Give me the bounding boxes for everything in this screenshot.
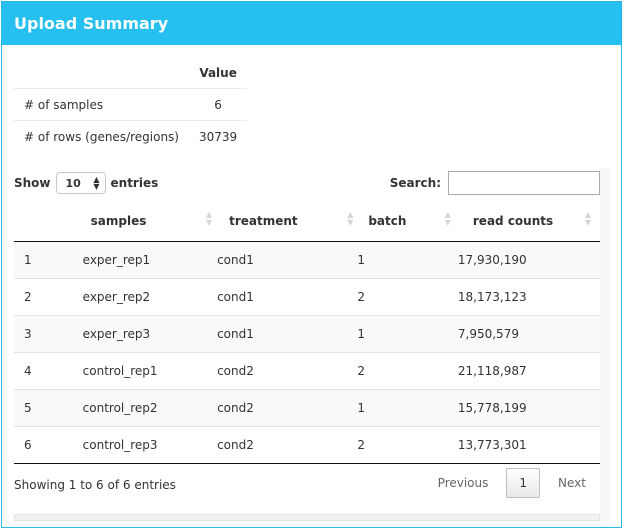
row-index: 1 bbox=[14, 241, 83, 279]
search-control: Search: bbox=[390, 171, 600, 195]
cell-treatment: cond1 bbox=[217, 315, 358, 353]
horizontal-scrollbar[interactable] bbox=[14, 514, 600, 521]
entries-select-value: 10 bbox=[65, 176, 81, 190]
pagination: Previous 1 Next bbox=[424, 468, 600, 498]
summary-value: 30739 bbox=[189, 120, 248, 152]
cell-treatment: cond1 bbox=[217, 241, 358, 279]
cell-read-counts: 15,778,199 bbox=[457, 389, 600, 427]
table-row[interactable]: 2 exper_rep2 cond1 2 18,173,123 bbox=[14, 278, 600, 316]
cell-treatment: cond2 bbox=[217, 352, 358, 390]
cell-batch: 2 bbox=[357, 352, 458, 390]
show-label: Show bbox=[14, 176, 51, 190]
summary-row: # of samples 6 bbox=[14, 88, 248, 121]
cell-read-counts: 17,930,190 bbox=[457, 241, 600, 279]
cell-batch: 1 bbox=[357, 315, 458, 353]
sort-arrows-icon: ▲ ▼ bbox=[444, 210, 451, 227]
cell-sample: control_rep1 bbox=[82, 352, 218, 390]
column-header-treatment[interactable]: treatment ▲ ▼ bbox=[217, 201, 358, 242]
cell-treatment: cond2 bbox=[217, 426, 358, 464]
row-index: 4 bbox=[14, 352, 83, 390]
table-row[interactable]: 6 control_rep3 cond2 2 13,773,301 bbox=[14, 426, 600, 464]
page-1-button[interactable]: 1 bbox=[506, 468, 541, 498]
column-header-samples[interactable]: samples ▲ ▼ bbox=[82, 201, 218, 242]
table-row[interactable]: 1 exper_rep1 cond1 1 17,930,190 bbox=[14, 241, 600, 279]
cell-batch: 1 bbox=[357, 389, 458, 427]
previous-page-button[interactable]: Previous bbox=[437, 476, 489, 490]
cell-sample: control_rep2 bbox=[82, 389, 218, 427]
panel-title: Upload Summary bbox=[14, 14, 169, 33]
cell-sample: exper_rep3 bbox=[82, 315, 218, 353]
column-header-batch[interactable]: batch ▲ ▼ bbox=[357, 201, 458, 242]
summary-value: 6 bbox=[189, 88, 248, 121]
search-input[interactable] bbox=[448, 171, 600, 195]
summary-label: # of samples bbox=[14, 88, 189, 121]
column-header-read-counts[interactable]: read counts ▲ ▼ bbox=[457, 201, 600, 242]
table-controls: Show 10 ▲ ▼ entries Search: bbox=[14, 168, 600, 198]
cell-sample: exper_rep2 bbox=[82, 278, 218, 316]
sort-arrows-icon: ▲ ▼ bbox=[347, 210, 354, 227]
row-index: 5 bbox=[14, 389, 83, 427]
column-header-index bbox=[14, 201, 83, 242]
cell-sample: control_rep3 bbox=[82, 426, 218, 464]
panel-header: Upload Summary bbox=[2, 2, 621, 45]
cell-treatment: cond2 bbox=[217, 389, 358, 427]
summary-label-header bbox=[14, 57, 189, 89]
summary-row: # of rows (genes/regions) 30739 bbox=[14, 120, 248, 152]
cell-batch: 2 bbox=[357, 426, 458, 464]
table-footer: Showing 1 to 6 of 6 entries Previous 1 N… bbox=[14, 468, 600, 512]
row-index: 2 bbox=[14, 278, 83, 316]
row-index: 3 bbox=[14, 315, 83, 353]
summary-table: Value # of samples 6 # of rows (genes/re… bbox=[14, 57, 248, 152]
cell-read-counts: 13,773,301 bbox=[457, 426, 600, 464]
search-label: Search: bbox=[389, 176, 441, 190]
cell-batch: 2 bbox=[357, 278, 458, 316]
table-row[interactable]: 4 control_rep1 cond2 2 21,118,987 bbox=[14, 352, 600, 390]
cell-read-counts: 21,118,987 bbox=[457, 352, 600, 390]
table-row[interactable]: 5 control_rep2 cond2 1 15,778,199 bbox=[14, 389, 600, 427]
summary-label: # of rows (genes/regions) bbox=[14, 120, 189, 152]
next-page-button[interactable]: Next bbox=[558, 476, 586, 490]
sort-arrows-icon: ▲ ▼ bbox=[584, 210, 591, 227]
samples-table: samples ▲ ▼ treatment ▲ ▼ batch ▲ ▼ read co… bbox=[14, 201, 600, 464]
table-info: Showing 1 to 6 of 6 entries bbox=[14, 478, 176, 492]
summary-header-row: Value bbox=[14, 57, 247, 89]
cell-read-counts: 18,173,123 bbox=[457, 278, 600, 316]
summary-value-header: Value bbox=[199, 65, 237, 80]
cell-treatment: cond1 bbox=[217, 278, 358, 316]
cell-batch: 1 bbox=[357, 241, 458, 279]
table-header-row: samples ▲ ▼ treatment ▲ ▼ batch ▲ ▼ read co… bbox=[14, 201, 600, 242]
sort-arrows-icon: ▲ ▼ bbox=[205, 210, 213, 227]
vertical-scrollbar[interactable] bbox=[600, 168, 610, 521]
entries-select[interactable]: 10 ▲ ▼ bbox=[55, 172, 106, 194]
row-index: 6 bbox=[14, 426, 83, 464]
entries-label: entries bbox=[110, 176, 159, 190]
up-down-caret-icon: ▲ ▼ bbox=[93, 175, 100, 191]
cell-read-counts: 7,950,579 bbox=[457, 315, 600, 353]
page-length-control: Show 10 ▲ ▼ entries bbox=[14, 172, 158, 194]
cell-sample: exper_rep1 bbox=[82, 241, 218, 279]
table-row[interactable]: 3 exper_rep3 cond1 1 7,950,579 bbox=[14, 315, 600, 353]
